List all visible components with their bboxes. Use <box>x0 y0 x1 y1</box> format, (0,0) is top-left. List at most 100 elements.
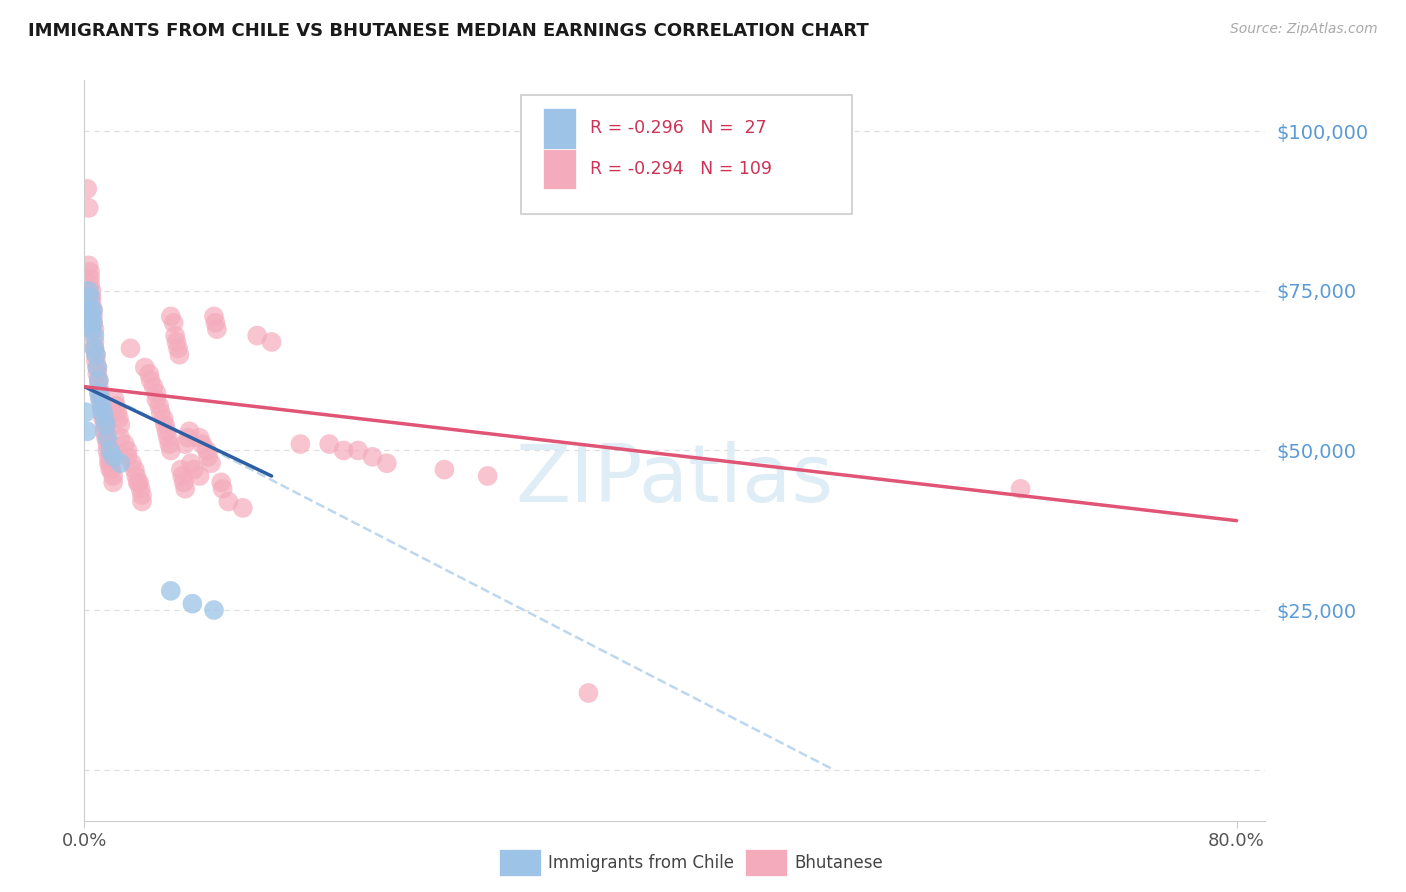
Point <box>84 354 107 368</box>
Point <box>129 482 152 496</box>
Point <box>96 431 118 445</box>
Point <box>89 392 111 407</box>
Point <box>120 342 142 356</box>
Text: R = -0.296   N =  27: R = -0.296 N = 27 <box>591 120 766 137</box>
Point <box>246 328 269 343</box>
Point <box>82 316 104 330</box>
Point <box>433 462 456 476</box>
Point <box>87 373 110 387</box>
Point <box>477 469 499 483</box>
Point <box>89 386 111 401</box>
Point <box>87 373 110 387</box>
Point <box>90 405 112 419</box>
Point <box>75 405 97 419</box>
Point <box>149 405 172 419</box>
Point <box>76 182 98 196</box>
Point <box>260 334 283 349</box>
Point <box>83 334 105 349</box>
Point <box>159 310 181 324</box>
Point <box>167 342 190 356</box>
Point <box>191 437 214 451</box>
Point <box>94 431 117 445</box>
Point <box>79 290 101 304</box>
Point <box>94 417 117 432</box>
Point <box>156 431 179 445</box>
Point <box>101 450 124 464</box>
Point <box>180 456 202 470</box>
Point <box>134 360 156 375</box>
Point <box>128 475 150 490</box>
Point <box>82 303 104 318</box>
Point <box>79 277 101 292</box>
Point <box>93 411 115 425</box>
Point <box>86 360 108 375</box>
Point <box>101 469 124 483</box>
Point <box>188 431 211 445</box>
Point <box>332 443 354 458</box>
Point <box>127 475 149 490</box>
Point <box>174 482 197 496</box>
Point <box>83 342 105 356</box>
Point <box>177 431 200 445</box>
Point <box>110 456 132 470</box>
Point <box>77 259 100 273</box>
Point <box>125 469 148 483</box>
Point <box>174 437 197 451</box>
Point <box>172 469 194 483</box>
Point <box>87 386 110 401</box>
Point <box>153 417 176 432</box>
Point <box>202 310 225 324</box>
Point <box>1010 482 1032 496</box>
Point <box>79 303 101 318</box>
Point <box>82 303 104 318</box>
Point <box>145 392 167 407</box>
Point <box>90 399 112 413</box>
Point <box>209 475 232 490</box>
Point <box>83 342 105 356</box>
Point <box>98 462 121 476</box>
Point <box>361 450 384 464</box>
FancyBboxPatch shape <box>522 95 852 213</box>
Point <box>138 367 160 381</box>
Point <box>93 417 115 432</box>
Point <box>79 271 101 285</box>
FancyBboxPatch shape <box>543 108 575 149</box>
Point <box>183 462 205 476</box>
Point <box>87 379 110 393</box>
Text: IMMIGRANTS FROM CHILE VS BHUTANESE MEDIAN EARNINGS CORRELATION CHART: IMMIGRANTS FROM CHILE VS BHUTANESE MEDIA… <box>28 22 869 40</box>
Point <box>105 399 128 413</box>
Point <box>110 417 132 432</box>
Point <box>89 392 111 407</box>
Point <box>145 386 167 401</box>
Point <box>170 462 193 476</box>
Point <box>91 405 114 419</box>
Point <box>148 399 170 413</box>
Point <box>155 425 177 439</box>
Point <box>117 443 139 458</box>
Point <box>232 500 254 515</box>
Point <box>97 450 120 464</box>
Point <box>205 322 228 336</box>
Point <box>100 462 122 476</box>
Point <box>86 367 108 381</box>
Point <box>96 443 118 458</box>
Point <box>166 334 188 349</box>
Point <box>204 316 226 330</box>
Text: Immigrants from Chile: Immigrants from Chile <box>548 854 734 871</box>
Point <box>179 425 201 439</box>
Point <box>110 431 132 445</box>
Point <box>290 437 312 451</box>
Point <box>82 310 104 324</box>
Point <box>159 583 181 598</box>
Point <box>318 437 340 451</box>
Point <box>80 310 103 324</box>
Point <box>79 265 101 279</box>
FancyBboxPatch shape <box>543 149 575 189</box>
Point <box>84 348 107 362</box>
Point <box>173 475 195 490</box>
Point <box>97 456 120 470</box>
Point <box>93 425 115 439</box>
Point <box>77 201 100 215</box>
Point <box>77 284 100 298</box>
Point <box>104 392 127 407</box>
